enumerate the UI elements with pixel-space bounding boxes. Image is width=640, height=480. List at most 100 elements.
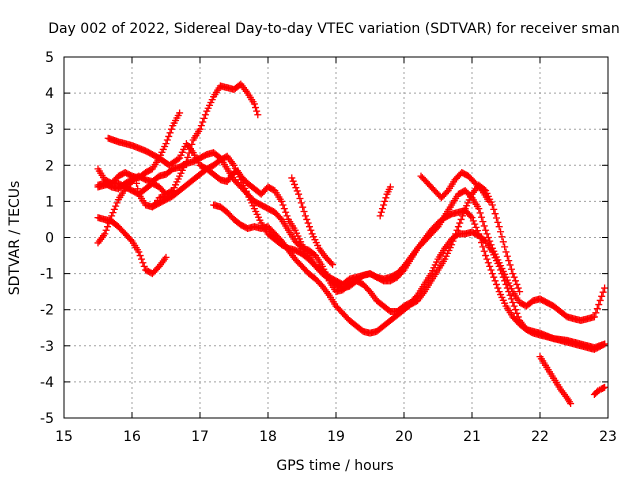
data-point <box>596 296 604 304</box>
data-point <box>139 259 147 267</box>
data-point <box>510 302 518 310</box>
data-point <box>329 261 337 269</box>
data-point <box>109 209 117 217</box>
y-tick-label: 4 <box>45 86 54 102</box>
data-point <box>483 230 491 238</box>
plot-frame <box>63 56 609 419</box>
data-point <box>499 273 507 281</box>
data-point <box>305 223 313 231</box>
data-point <box>497 228 505 236</box>
data-point <box>376 212 384 220</box>
data-point <box>510 273 518 281</box>
x-tick-label: 16 <box>123 429 141 445</box>
data-point <box>467 212 475 220</box>
data-point <box>502 280 510 288</box>
data-point <box>472 223 480 231</box>
x-tick-label: 17 <box>191 429 209 445</box>
data-point <box>593 305 601 313</box>
data-point <box>276 214 284 222</box>
data-point <box>498 270 506 278</box>
data-point <box>199 118 207 126</box>
data-point <box>253 107 261 115</box>
data-point <box>479 218 487 226</box>
y-tick-label: -5 <box>40 411 54 427</box>
data-point <box>293 187 301 195</box>
data-point <box>304 219 312 227</box>
x-tick-label: 22 <box>531 429 549 445</box>
plot-points <box>94 80 609 408</box>
data-point <box>166 129 174 137</box>
data-point <box>598 292 606 300</box>
data-point <box>491 277 499 285</box>
data-point <box>300 208 308 216</box>
data-point <box>512 277 520 285</box>
series-track-12 <box>536 353 575 408</box>
data-point <box>505 288 513 296</box>
data-point <box>452 230 460 238</box>
data-point <box>162 253 170 261</box>
data-point <box>468 214 476 222</box>
data-point <box>252 104 260 112</box>
data-point <box>165 132 173 140</box>
y-tick-label: -1 <box>40 267 54 283</box>
data-point <box>492 214 500 222</box>
data-point <box>136 252 144 260</box>
data-point <box>443 188 451 196</box>
data-point <box>112 202 120 210</box>
x-axis-label: GPS time / hours <box>276 458 393 474</box>
grid <box>64 57 608 418</box>
data-point <box>491 210 499 218</box>
data-point <box>456 219 464 227</box>
data-point <box>490 273 498 281</box>
x-tick-label: 21 <box>463 429 481 445</box>
data-point <box>174 155 182 163</box>
data-point <box>475 205 483 213</box>
data-point <box>483 255 491 263</box>
data-point <box>507 295 515 303</box>
data-point <box>101 230 109 238</box>
data-point <box>380 201 388 209</box>
x-tick-label: 23 <box>599 429 617 445</box>
data-point <box>291 180 299 188</box>
data-point <box>478 213 486 221</box>
data-point <box>567 400 575 408</box>
data-point <box>494 218 502 226</box>
data-point <box>495 223 503 231</box>
chart-title: Day 002 of 2022, Sidereal Day-to-day VTE… <box>48 21 620 37</box>
data-point <box>296 195 304 203</box>
data-point <box>469 217 477 225</box>
data-point <box>382 194 390 202</box>
data-point <box>449 237 457 245</box>
data-point <box>454 223 462 231</box>
y-tick-label: 2 <box>45 158 54 174</box>
data-point <box>295 190 303 198</box>
data-point <box>492 280 500 288</box>
data-point <box>516 288 524 296</box>
data-point <box>479 243 487 251</box>
series-track-1 <box>104 134 609 325</box>
data-point <box>377 208 385 216</box>
data-point <box>450 234 458 241</box>
data-point <box>592 309 600 317</box>
data-point <box>186 145 194 153</box>
data-point <box>460 208 468 216</box>
data-point <box>497 266 505 274</box>
data-point <box>471 220 479 228</box>
data-point <box>506 261 514 269</box>
data-point <box>167 125 175 133</box>
data-point <box>102 226 110 234</box>
data-point <box>503 252 511 260</box>
data-point <box>599 288 607 296</box>
data-point <box>509 298 517 306</box>
data-point <box>458 212 466 220</box>
data-point <box>201 111 209 119</box>
series-track-7 <box>148 152 609 352</box>
data-point <box>200 114 208 122</box>
data-point <box>490 205 498 213</box>
data-point <box>280 205 288 213</box>
data-point <box>482 226 490 234</box>
data-point <box>289 177 297 185</box>
data-point <box>381 197 389 205</box>
data-point <box>283 212 291 220</box>
series-track-11 <box>417 169 493 205</box>
